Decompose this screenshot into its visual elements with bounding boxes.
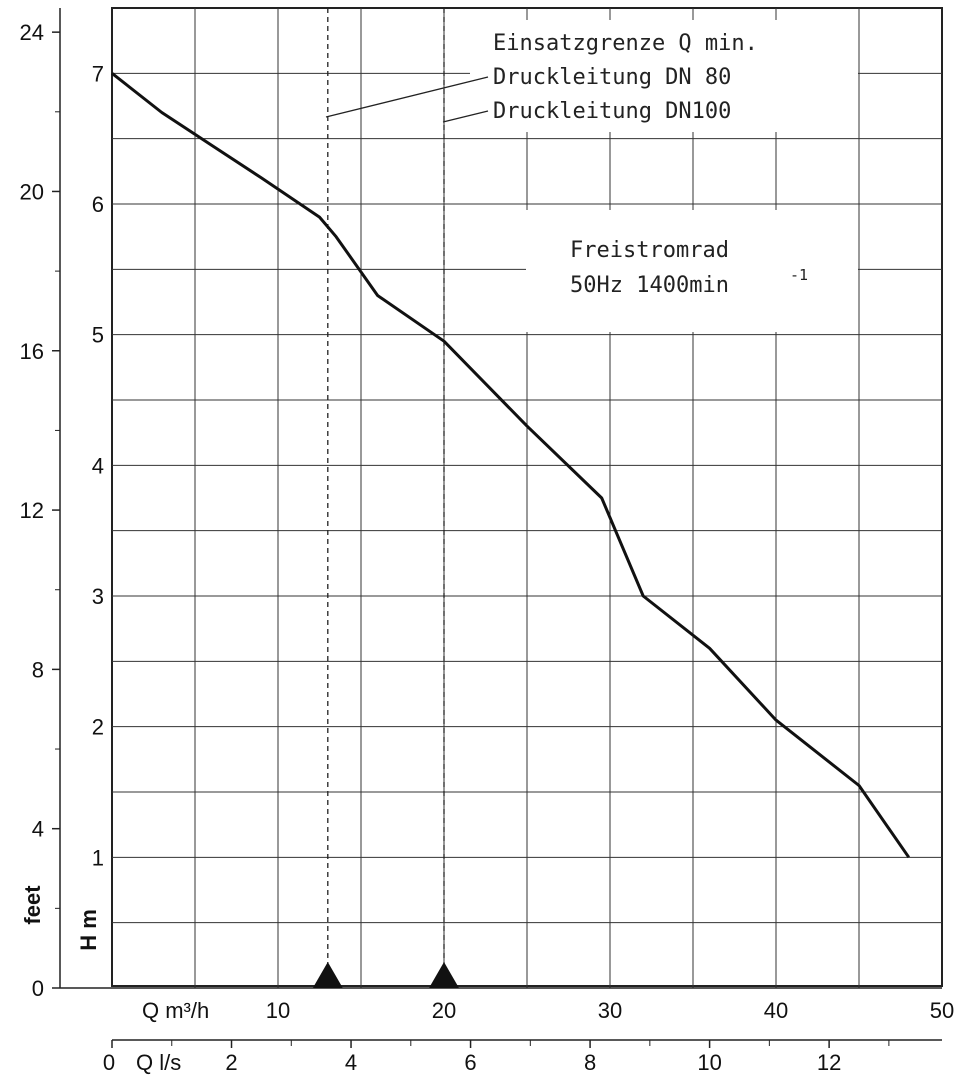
legend-line-2: Druckleitung DN100 xyxy=(493,99,731,124)
x-tick-label: 40 xyxy=(764,998,788,1023)
pump-curve xyxy=(111,72,911,859)
x2-tick-label: 12 xyxy=(817,1050,841,1075)
feet-tick-label: 16 xyxy=(20,339,44,364)
legend-leader-dn80 xyxy=(325,76,489,118)
x2-tick-label: 10 xyxy=(697,1050,721,1075)
x-tick-label: 10 xyxy=(266,998,290,1023)
legend-box xyxy=(470,20,858,132)
y-unit-label: H m xyxy=(76,909,101,951)
feet-ticks: 0 4 8 12 16 20 24 xyxy=(20,20,60,1001)
info-line-1: Freistromrad xyxy=(570,238,729,263)
x2-tick-label: 0 xyxy=(103,1050,115,1075)
legend-line-1: Druckleitung DN 80 xyxy=(493,65,731,90)
y-tick-label: 7 xyxy=(92,61,104,86)
info-superscript: -1 xyxy=(790,266,808,284)
x2-tick-label: 2 xyxy=(225,1050,237,1075)
y-tick-label: 5 xyxy=(92,323,104,348)
y2-unit-label: feet xyxy=(20,885,45,925)
y-tick-label: 1 xyxy=(92,845,104,870)
y-tick-label: 2 xyxy=(92,715,104,740)
x2-unit-label: Q l/s xyxy=(136,1050,181,1075)
y-unit-label-group: H m xyxy=(76,909,101,951)
x-unit-label: Q m³/h xyxy=(142,998,209,1023)
feet-tick-label: 12 xyxy=(20,498,44,523)
x-tick-label: 30 xyxy=(598,998,622,1023)
grid xyxy=(112,8,942,988)
x-tick-label: 50 xyxy=(930,998,954,1023)
y-tick-label: 3 xyxy=(92,584,104,609)
legend-line-0: Einsatzgrenze Q min. xyxy=(493,31,758,56)
x2-ticks: 0 2 4 6 8 10 12 xyxy=(103,1040,890,1075)
info-box xyxy=(526,210,858,332)
y-tick-label: 4 xyxy=(92,453,104,478)
feet-tick-label: 0 xyxy=(32,976,44,1001)
x-ticks: 10 20 30 40 50 xyxy=(266,998,954,1023)
y-tick-label: 6 xyxy=(92,192,104,217)
feet-tick-label: 8 xyxy=(32,657,44,682)
limit-marker xyxy=(312,962,343,988)
y-ticks: 1 2 3 4 5 6 7 xyxy=(92,61,104,870)
limit-marker xyxy=(429,962,459,988)
legend-leader-dn100 xyxy=(442,110,489,123)
y2-unit-label-group: feet xyxy=(20,885,45,925)
x2-tick-label: 8 xyxy=(584,1050,596,1075)
x-tick-label: 20 xyxy=(432,998,456,1023)
feet-tick-label: 24 xyxy=(20,20,44,45)
x2-tick-label: 4 xyxy=(345,1050,357,1075)
feet-tick-label: 4 xyxy=(32,817,44,842)
limit-lines xyxy=(312,8,459,988)
x2-tick-label: 6 xyxy=(464,1050,476,1075)
info-line-2: 50Hz 1400min xyxy=(570,273,729,298)
feet-tick-label: 20 xyxy=(20,179,44,204)
